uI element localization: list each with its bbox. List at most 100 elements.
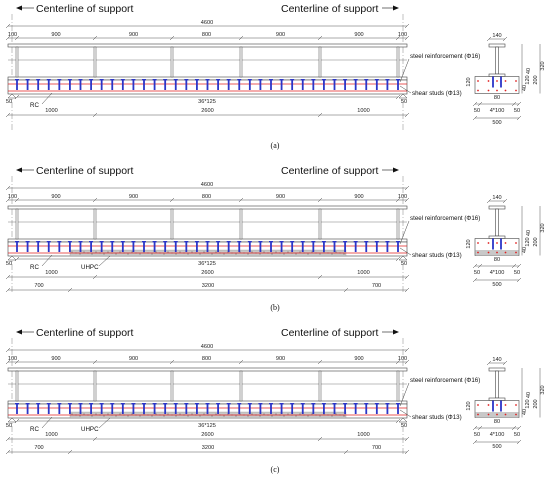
shear-stud-head: [279, 403, 284, 405]
shear-stud-head: [216, 403, 221, 405]
shear-stud-head: [216, 79, 221, 81]
dimension-tick: [395, 256, 401, 262]
uhpc-texture-dot: [211, 415, 213, 417]
shear-stud: [153, 404, 156, 414]
uhpc-texture-dot: [71, 413, 73, 415]
section-bottom-flange: [488, 73, 506, 77]
shear-stud: [270, 80, 272, 90]
shear-stud: [164, 242, 167, 252]
section-top-width: 140: [492, 357, 501, 363]
shear-stud: [365, 80, 368, 90]
shear-stud: [47, 242, 50, 252]
section-rebar-top: [487, 404, 490, 406]
dimension-tick: [486, 198, 492, 204]
section-bottom-dim-2: 50: [514, 108, 520, 114]
dimension-tick: [92, 359, 98, 365]
shear-stud-head: [396, 403, 400, 405]
section-stud: [500, 76, 502, 88]
shear-stud-head: [290, 79, 295, 81]
dimension-tick: [92, 436, 98, 442]
steel-reinforcement-callout: steel reinforcement (Φ16): [410, 53, 480, 60]
shear-stud-head: [269, 241, 273, 243]
arrow-right-icon: [393, 167, 399, 173]
panel-caption: (a): [271, 141, 280, 150]
shear-stud: [26, 80, 29, 90]
shear-stud-head: [99, 79, 104, 81]
uhpc-texture-dot: [79, 415, 81, 417]
support-icon: [398, 417, 408, 423]
bottom-dim-0: 1000: [45, 432, 57, 438]
total-span-dim: 4600: [201, 182, 213, 188]
uhpc-texture-dot: [119, 413, 121, 415]
shear-stud: [333, 404, 336, 414]
dimension-tick: [92, 112, 98, 118]
section-stud: [492, 238, 494, 250]
shear-stud-head: [311, 403, 316, 405]
shear-stud-head: [205, 241, 210, 243]
uhpc-texture-dot: [167, 413, 169, 415]
shear-stud: [79, 404, 82, 414]
dimension-tick: [404, 436, 410, 442]
dimension-tick: [395, 359, 401, 365]
dimension-tick: [516, 425, 522, 431]
dimension-tick: [395, 35, 401, 41]
shear-stud-head: [46, 403, 51, 405]
section-rebar-top: [487, 80, 490, 82]
stiffener: [318, 370, 322, 402]
section-bottom-dim-1: 4*100: [490, 432, 505, 438]
section-height-total: 320: [540, 61, 546, 70]
shear-stud: [301, 242, 304, 252]
shear-stud-head: [396, 79, 400, 81]
uhpc-texture-dot: [319, 253, 321, 255]
bottom-dim-0: 1000: [45, 270, 57, 276]
extra-dim-2: 700: [372, 283, 381, 289]
dimension-tick: [404, 449, 410, 455]
top-dim-6: 100: [398, 356, 407, 362]
shear-stud-head: [300, 79, 305, 81]
studs-leader: [399, 409, 412, 418]
shear-stud: [259, 80, 262, 90]
section-top-width: 140: [492, 195, 501, 201]
shear-stud: [344, 404, 346, 414]
top-dim-1: 900: [51, 194, 60, 200]
bottom-dim-1: 2600: [201, 270, 213, 276]
section-height-total: 320: [540, 385, 546, 394]
dimension-tick: [516, 439, 522, 445]
shear-stud-head: [247, 79, 252, 81]
support-icon: [7, 255, 17, 261]
uhpc-texture-dot: [275, 251, 277, 253]
stiffener: [396, 208, 400, 240]
top-dim-3: 800: [202, 194, 211, 200]
shear-stud-head: [247, 241, 252, 243]
steel-leader: [399, 382, 410, 407]
shear-stud-head: [364, 241, 369, 243]
dimension-tick: [395, 418, 401, 424]
rc-leader: [41, 92, 53, 105]
shear-stud-head: [173, 403, 178, 405]
shear-stud-head: [36, 241, 41, 243]
dimension-tick: [5, 197, 11, 203]
shear-stud: [217, 242, 219, 252]
section-rebar-bottom: [515, 251, 517, 254]
uhpc-texture-dot: [91, 415, 93, 417]
shear-stud: [121, 242, 124, 252]
top-dim-3: 800: [202, 32, 211, 38]
uhpc-texture-dot: [155, 251, 157, 253]
shear-stud: [206, 404, 209, 414]
uhpc-texture-dot: [175, 415, 177, 417]
arrow-right-icon: [393, 5, 399, 11]
uhpc-texture-dot: [95, 413, 97, 415]
shear-stud-head: [46, 79, 51, 81]
shear-stud-head: [343, 79, 348, 81]
section-top-flange: [488, 43, 506, 48]
top-dim-3: 800: [202, 356, 211, 362]
stud-spacing-dim: 36*125: [198, 99, 216, 105]
shear-stud: [111, 80, 114, 90]
section-top-flange: [488, 367, 506, 372]
shear-stud-head: [321, 403, 326, 405]
uhpc-texture-dot: [91, 253, 93, 255]
shear-stud-head: [110, 241, 115, 243]
centerline-right-label: Centerline of support: [281, 3, 379, 15]
uhpc-texture-dot: [107, 413, 109, 415]
